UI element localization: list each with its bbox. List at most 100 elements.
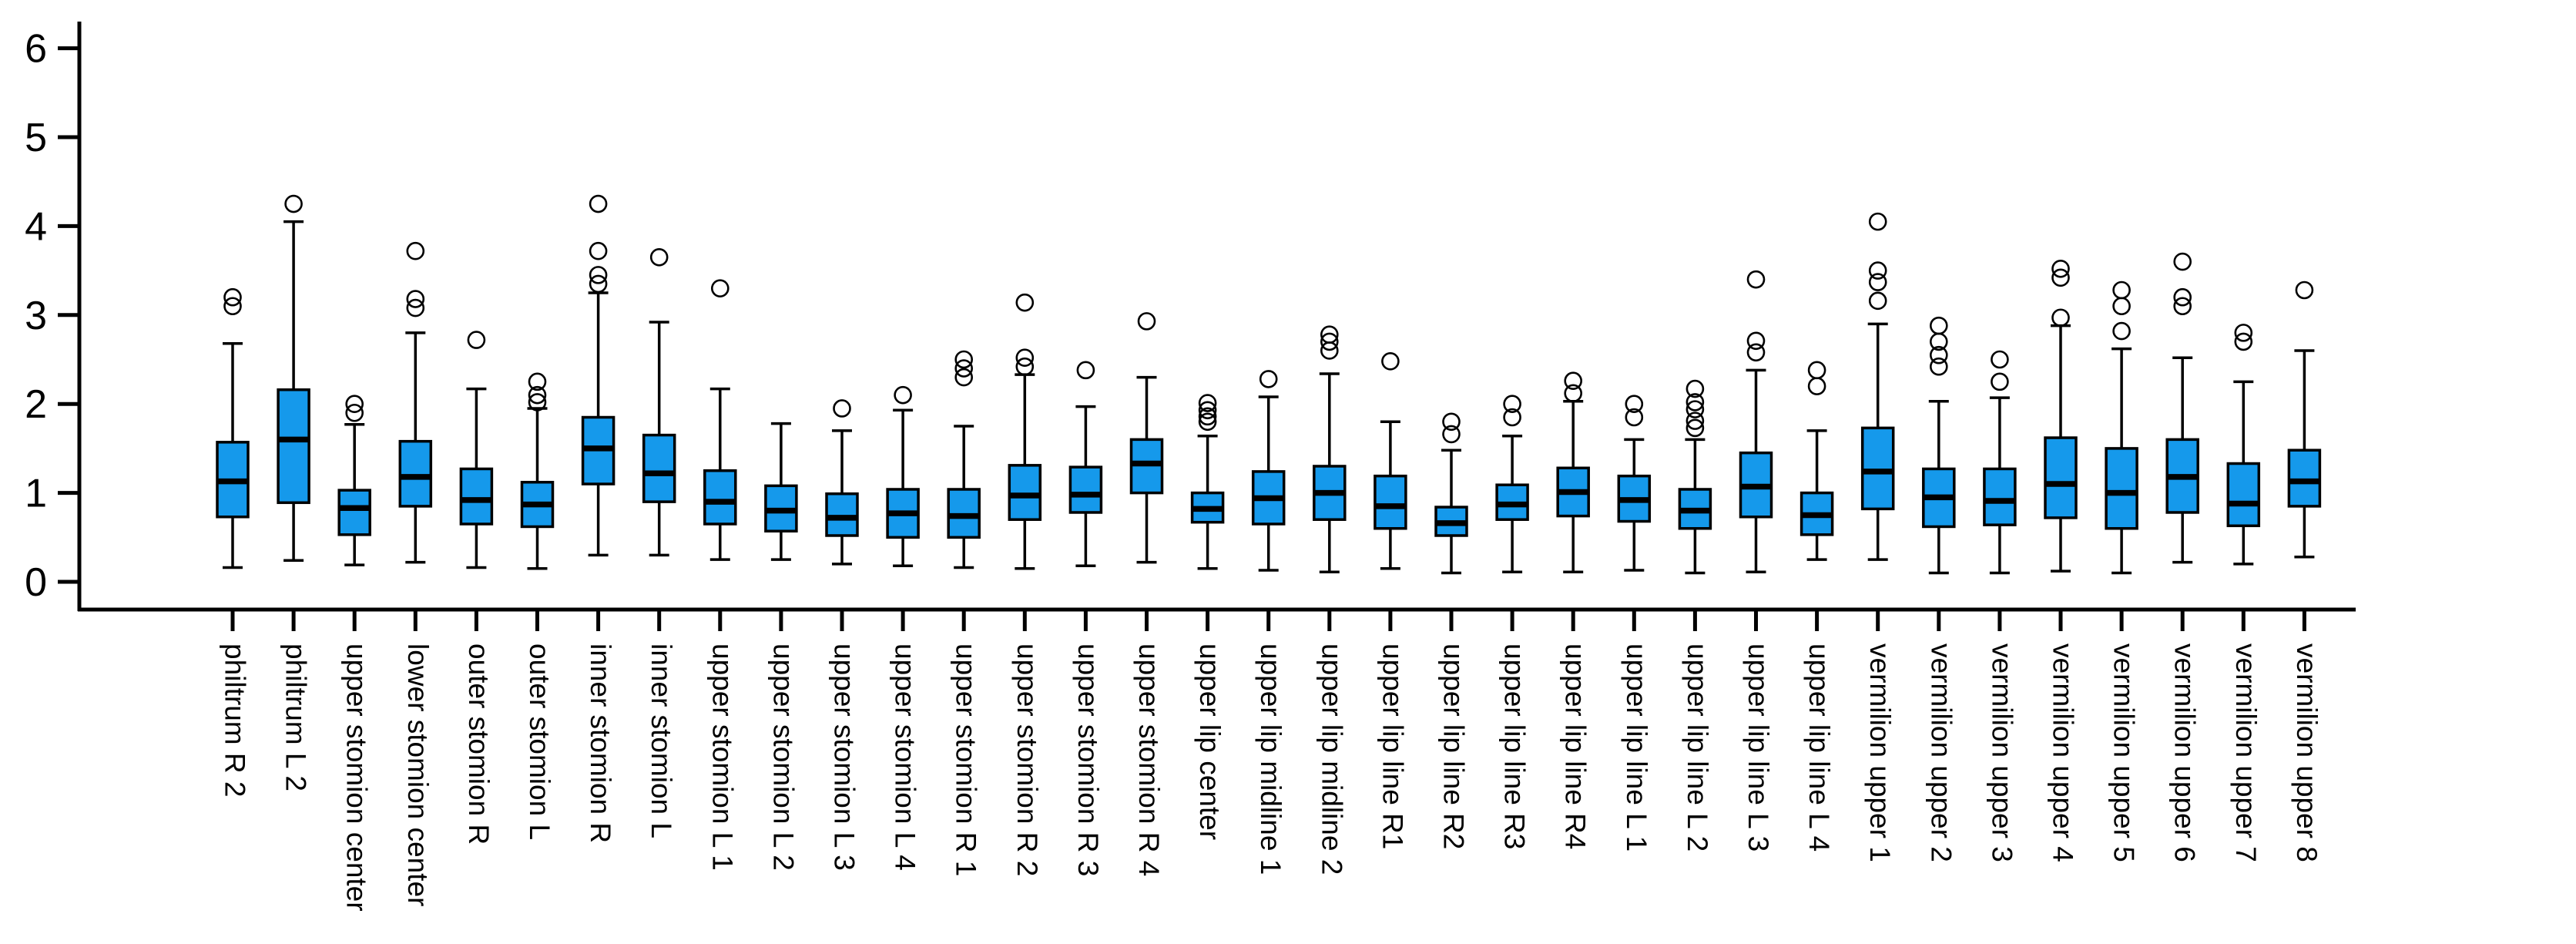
- x-axis-category-label: inner stomion R: [585, 643, 616, 843]
- outlier-point: [2051, 268, 2070, 287]
- outlier-point: [954, 350, 973, 369]
- iqr-box: [2044, 436, 2078, 519]
- outlier-point: [528, 372, 547, 391]
- x-axis-category-label: vermilion upper 4: [2048, 643, 2079, 862]
- iqr-box: [1068, 465, 1103, 514]
- outlier-point: [710, 279, 730, 297]
- outlier-point: [954, 359, 973, 378]
- x-axis-category-label: vermilion upper 8: [2291, 643, 2323, 862]
- boxplot-box-upper-lip-line-r3: upper lip line R3: [1495, 395, 1531, 849]
- outlier-point: [1625, 395, 1644, 414]
- outlier-point: [1746, 270, 1766, 289]
- boxplot-box-upper-lip-line-r2: upper lip line R2: [1434, 412, 1470, 849]
- boxplot-box-philtrum-r-2: philtrum R 2: [216, 287, 251, 797]
- iqr-box: [703, 469, 737, 526]
- boxplot-box-upper-lip-midline-1: upper lip midline 1: [1251, 370, 1286, 875]
- outlier-point: [1930, 345, 1948, 364]
- x-axis-category-label: upper stomion L 2: [767, 643, 799, 871]
- outlier-point: [1930, 316, 1948, 335]
- iqr-box: [642, 433, 676, 503]
- outlier-point: [1015, 357, 1035, 376]
- x-axis-category-label: vermilion upper 3: [1986, 643, 2018, 862]
- x-axis-category-label: upper lip midline 1: [1255, 643, 1286, 875]
- outlier-point: [406, 290, 425, 308]
- x-axis-category-label: upper lip center: [1194, 643, 1226, 840]
- outlier-point: [1198, 401, 1217, 420]
- boxplot-box-upper-stomion-l-4: upper stomion L 4: [886, 385, 921, 871]
- boxplot-box-upper-stomion-r-1: upper stomion R 1: [947, 350, 982, 876]
- outlier-point: [1746, 343, 1766, 362]
- boxplot-box-upper-stomion-center: upper stomion center: [337, 395, 373, 912]
- iqr-box: [398, 439, 433, 508]
- iqr-box: [1860, 426, 1895, 511]
- x-axis-category-label: upper lip line R1: [1377, 643, 1408, 849]
- outlier-point: [2051, 259, 2070, 278]
- boxplot-box-upper-lip-line-l-1: upper lip line L 1: [1617, 395, 1652, 852]
- boxplot-box-upper-stomion-l-3: upper stomion L 3: [825, 399, 860, 871]
- y-axis-tick-label: 2: [25, 382, 47, 427]
- outlier-point: [1868, 291, 1887, 311]
- outlier-point: [833, 399, 851, 418]
- outlier-point: [1015, 348, 1035, 367]
- outlier-point: [1015, 293, 1035, 312]
- boxplot-box-upper-stomion-l-2: upper stomion L 2: [764, 422, 799, 871]
- outlier-point: [1685, 412, 1705, 430]
- outlier-point: [2173, 297, 2192, 316]
- x-axis-category-label: upper lip line L 4: [1803, 643, 1835, 852]
- outlier-point: [1685, 418, 1705, 438]
- outlier-point: [1198, 407, 1217, 426]
- outlier-point: [1991, 372, 2009, 391]
- x-axis-category-label: upper lip midline 2: [1316, 643, 1347, 875]
- boxplot-box-vermilion-upper-6: vermilion upper 6: [2165, 252, 2201, 862]
- y-axis-tick-label: 1: [25, 472, 47, 516]
- iqr-box: [459, 467, 494, 526]
- outlier-point: [649, 247, 669, 267]
- outlier-point: [1746, 331, 1766, 351]
- boxplot-box-upper-stomion-r-4: upper stomion R 4: [1129, 312, 1165, 876]
- boxplot-box-lower-stomion-center: lower stomion center: [398, 241, 434, 906]
- outlier-point: [1442, 412, 1461, 432]
- x-axis-category-label: inner stomion L: [646, 643, 677, 838]
- outlier-point: [406, 298, 425, 317]
- boxplot-box-outer-stomion-l: outer stomion L: [520, 372, 555, 840]
- boxplot-box-upper-lip-center: upper lip center: [1190, 394, 1226, 840]
- outlier-point: [223, 297, 242, 316]
- boxplot-box-upper-lip-line-r1: upper lip line R1: [1374, 352, 1408, 849]
- boxplot-box-vermilion-upper-3: vermilion upper 3: [1983, 350, 2018, 862]
- outlier-point: [345, 395, 364, 414]
- boxplot-box-vermilion-upper-4: vermilion upper 4: [2044, 259, 2079, 862]
- boxplot-box-outer-stomion-r: outer stomion R: [459, 331, 495, 845]
- x-axis-category-label: vermilion upper 6: [2169, 643, 2201, 862]
- outlier-point: [589, 241, 608, 260]
- y-axis-tick-label: 0: [25, 560, 47, 605]
- y-axis-tick-label: 3: [25, 294, 47, 338]
- outlier-point: [1868, 273, 1887, 291]
- iqr-box: [825, 492, 859, 537]
- outlier-point: [467, 331, 486, 349]
- boxplot-box-upper-lip-line-l-2: upper lip line L 2: [1678, 379, 1713, 852]
- outlier-point: [1076, 361, 1095, 380]
- iqr-box: [1008, 464, 1042, 521]
- boxplot-box-inner-stomion-l: inner stomion L: [642, 247, 677, 838]
- boxplot-box-vermilion-upper-2: vermilion upper 2: [1922, 316, 1957, 862]
- outlier-point: [1320, 332, 1339, 351]
- boxplot-box-upper-stomion-l-1: upper stomion L 1: [703, 279, 738, 871]
- y-axis-tick-label: 5: [25, 116, 47, 160]
- boxplot-box-upper-stomion-r-2: upper stomion R 2: [1008, 293, 1043, 876]
- outlier-point: [1625, 408, 1644, 427]
- boxplot-box-philtrum-l-2: philtrum L 2: [277, 194, 312, 791]
- outlier-point: [1381, 352, 1400, 371]
- outlier-point: [1503, 408, 1521, 427]
- y-axis-tick-label: 4: [25, 204, 47, 249]
- x-axis-category-label: upper stomion R 4: [1133, 643, 1165, 876]
- x-axis-category-label: upper lip line L 1: [1621, 643, 1652, 852]
- x-axis-category-label: upper lip line L 3: [1742, 643, 1774, 852]
- outlier-point: [589, 266, 608, 284]
- outlier-point: [954, 368, 973, 387]
- boxplot-box-vermilion-upper-1: vermilion upper 1: [1860, 212, 1896, 862]
- boxplot-box-upper-lip-line-r4: upper lip line R4: [1556, 371, 1592, 849]
- x-axis-category-label: outer stomion L: [524, 643, 555, 840]
- boxplot-box-vermilion-upper-8: vermilion upper 8: [2287, 281, 2323, 862]
- boxplot-box-upper-lip-line-l-4: upper lip line L 4: [1800, 361, 1835, 852]
